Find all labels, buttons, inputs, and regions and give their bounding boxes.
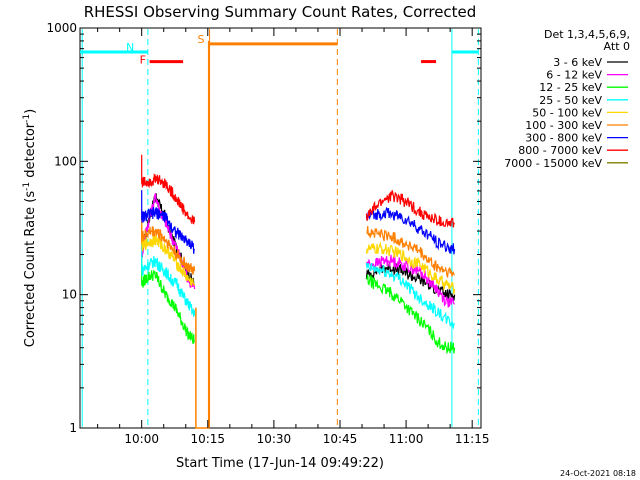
y-axis-label-sup1: -1 (22, 182, 32, 191)
axis-ticks: 1 10 100 1000 10:00 10:15 10:30 10:45 11:00 11:15 (46, 21, 489, 446)
series-line-5-seg2 (365, 241, 456, 295)
y-tick-label-2: 100 (54, 154, 77, 168)
legend-header-line2: Att 0 (604, 40, 630, 53)
y-axis-label-main: Corrected Count Rate (s (23, 191, 38, 348)
series-line-8-seg2 (365, 190, 455, 228)
series-line-6-seg1 (141, 209, 196, 275)
x-axis-label: Start Time (17-Jun-14 09:49:22) (176, 456, 384, 471)
legend-label-2: 6 - 12 keV (546, 69, 602, 82)
series-line-2-seg2 (365, 254, 455, 308)
y-axis-label-mid: detector (23, 122, 38, 182)
y-tick-label-3: 1000 (46, 21, 77, 35)
series-line-3-seg2 (365, 273, 456, 355)
series-line-7-seg1 (141, 190, 196, 254)
flag-bars: NF S (80, 33, 479, 67)
legend-label-1: 3 - 6 keV (553, 56, 602, 69)
timestamp: 24-Oct-2021 08:18 (560, 469, 636, 478)
x-tick-label-3: 10:45 (323, 432, 358, 446)
series-line-5-seg1 (141, 219, 196, 287)
attenuator-drop-line (195, 40, 210, 429)
plot-frame (79, 27, 482, 429)
x-tick-label-1: 10:15 (190, 432, 225, 446)
flag-label-s: S (198, 33, 205, 46)
legend-label-8: 800 - 7000 keV (518, 144, 602, 157)
x-tick-label-2: 10:30 (257, 432, 292, 446)
y-tick-label-0: 1 (69, 421, 77, 435)
series-layer (141, 40, 456, 429)
legend-label-5: 50 - 100 keV (532, 106, 602, 119)
series-line-3-seg1 (141, 256, 196, 345)
y-axis-label-sup2: -1 (22, 114, 32, 123)
series-line-6-seg2 (366, 225, 456, 279)
legend-label-6: 100 - 300 keV (525, 119, 602, 132)
legend-label-9: 7000 - 15000 keV (504, 157, 602, 170)
x-tick-label-4: 11:00 (389, 432, 424, 446)
legend-label-4: 25 - 50 keV (539, 94, 602, 107)
legend-label-7: 300 - 800 keV (525, 132, 602, 145)
flag-label-f: F (140, 54, 146, 67)
flag-label-n: N (126, 41, 134, 54)
x-tick-label-5: 11:15 (455, 432, 490, 446)
y-tick-label-1: 10 (62, 288, 77, 302)
chart-title: RHESSI Observing Summary Count Rates, Co… (84, 3, 477, 21)
series-line-4-seg2 (365, 262, 455, 330)
series-line-8-seg1 (141, 154, 196, 225)
y-axis-label-end: ) (23, 109, 38, 114)
vertical-markers (81, 29, 479, 427)
y-axis-label: Corrected Count Rate (s-1 detector-1) (22, 109, 38, 347)
series-line-4-seg1 (141, 244, 196, 317)
legend-label-3: 12 - 25 keV (539, 81, 602, 94)
series-line-7-seg2 (365, 206, 456, 255)
legend-header-line1: Det 1,3,4,5,6,9, (544, 28, 630, 41)
x-tick-label-0: 10:00 (124, 432, 159, 446)
